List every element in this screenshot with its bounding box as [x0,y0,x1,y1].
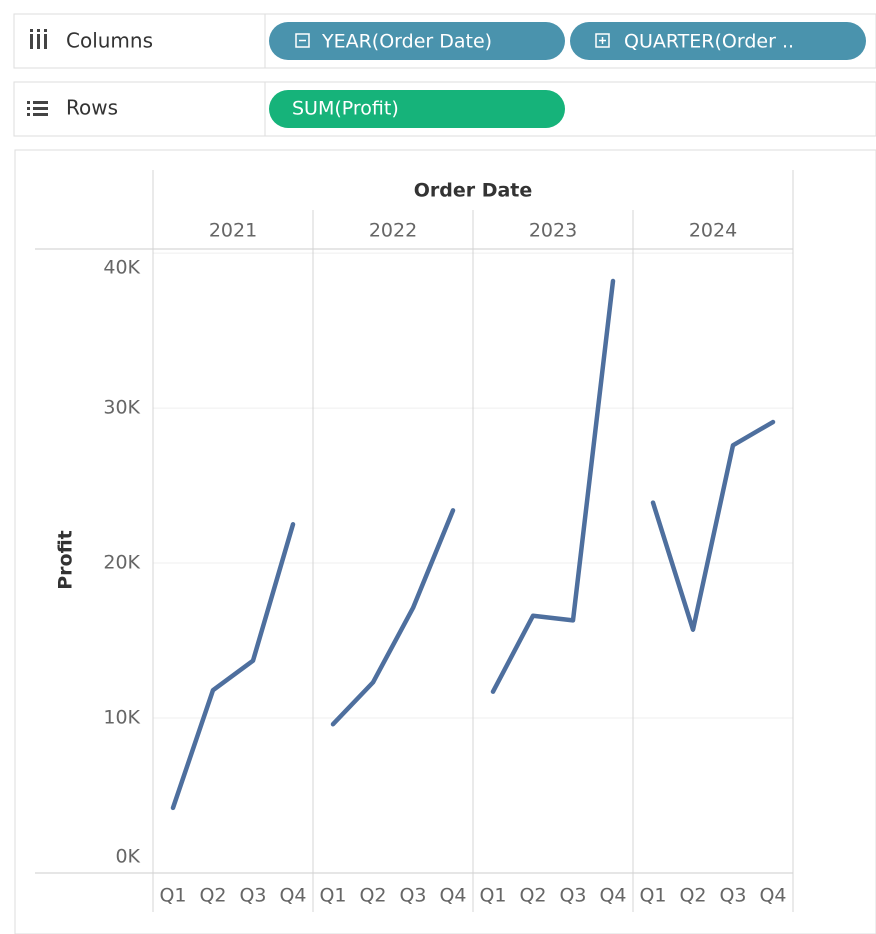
pill[interactable] [269,90,565,128]
x-tick-label: Q3 [559,885,586,907]
y-axis-title: Profit [55,530,77,590]
x-tick-label: Q1 [319,885,346,907]
x-tick-label: Q4 [759,885,786,907]
profit-line [170,522,296,811]
year-header: 2024 [689,220,737,242]
pill[interactable] [269,22,565,60]
view-frame [14,149,876,934]
columns-icon [30,29,47,49]
pill-text: YEAR(Order Date) [321,31,492,53]
pill[interactable] [570,22,866,60]
y-tick-label: 30K [103,397,140,419]
profit-line [330,508,456,727]
x-tick-label: Q1 [639,885,666,907]
expand-icon [595,33,610,48]
x-tick-label: Q3 [719,885,746,907]
x-tick-label: Q2 [359,885,386,907]
x-tick-label: Q2 [199,885,226,907]
x-tick-label: Q4 [599,885,626,907]
year-header: 2022 [369,220,417,242]
x-tick-label: Q1 [479,885,506,907]
year-header: 2021 [209,220,257,242]
y-tick-label: 10K [103,707,140,729]
x-tick-label: Q3 [399,885,426,907]
rows-label: Rows [66,96,118,120]
profit-line [490,278,616,694]
y-tick-label: 40K [103,257,140,279]
x-tick-label: Q4 [439,885,466,907]
x-tick-label: Q3 [239,885,266,907]
rows-icon [27,101,48,116]
x-tick-label: Q2 [679,885,706,907]
columns-label: Columns [66,29,153,53]
x-tick-label: Q2 [519,885,546,907]
y-tick-label: 20K [103,552,140,574]
pill-text: SUM(Profit) [292,98,399,120]
year-header: 2023 [529,220,577,242]
profit-line [650,419,776,632]
column-header-title: Order Date [414,180,533,202]
x-tick-label: Q4 [279,885,306,907]
plot: 0K 10K 20K 30K 40K 2021 Q1 Q2 Q3 Q4 2022 Q1 Q2 Q3 Q4 20… [35,170,794,912]
pill-text: QUARTER(Order .. [624,31,794,53]
x-tick-label: Q1 [159,885,186,907]
collapse-icon [295,33,310,48]
y-tick-label: 0K [115,846,140,868]
